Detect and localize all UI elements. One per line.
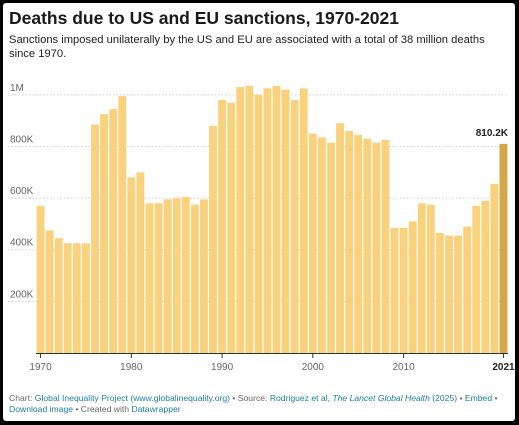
footer-sep-2: • (492, 393, 498, 403)
x-tick-label: 2000 (302, 362, 325, 373)
y-tick-label: 400K (10, 238, 34, 249)
y-tick-label: 600K (10, 186, 34, 197)
x-tick-label: 2010 (392, 362, 415, 373)
footer-source-year: (2025) (429, 393, 458, 403)
bar (463, 226, 472, 353)
bar (435, 232, 444, 353)
footer-chart-prefix: Chart: (9, 393, 35, 403)
bar (490, 183, 499, 353)
bar (63, 243, 72, 353)
bar (72, 243, 81, 353)
footer-source-link[interactable]: Rodriguez et al, The Lancet Global Healt… (270, 393, 457, 403)
x-tick-label: 1990 (211, 362, 234, 373)
bar (163, 199, 172, 353)
bar (118, 96, 127, 353)
footer-download-link[interactable]: Download image (9, 404, 74, 414)
y-tick-label: 800K (10, 134, 34, 145)
bar (372, 142, 381, 353)
bar (272, 85, 281, 354)
bar (354, 134, 363, 353)
bar (408, 221, 417, 353)
bar (336, 123, 345, 353)
bar (36, 205, 45, 353)
y-tick-label: 1M (10, 83, 24, 94)
y-tick-label: 200K (10, 289, 34, 300)
bar (109, 109, 118, 353)
bar (327, 142, 335, 353)
footer-datawrapper-link[interactable]: Datawrapper (131, 404, 181, 414)
bar (199, 199, 208, 353)
bar (363, 138, 372, 353)
bar (481, 200, 490, 353)
bar (299, 88, 308, 353)
bar (181, 196, 190, 353)
bar (190, 204, 199, 353)
bar (236, 87, 245, 353)
bar (399, 227, 408, 353)
footer-chart-credit-link[interactable]: Global Inequality Project (www.globaline… (34, 393, 231, 403)
bar (472, 205, 481, 353)
bar (417, 203, 426, 353)
chart-card: Deaths due to US and EU sanctions, 1970-… (3, 3, 515, 421)
footer-sep-1: • (457, 393, 465, 403)
bar (45, 230, 54, 353)
bar (54, 238, 63, 353)
x-tick-label: 2021 (492, 362, 515, 373)
bar (426, 204, 435, 353)
bar (308, 133, 317, 353)
x-tick-label: 1970 (29, 362, 52, 373)
bar (390, 227, 399, 353)
footer-source-authors: Rodriguez et al, (269, 393, 333, 403)
annotation-label: 810.2K (476, 128, 509, 139)
chart-title: Deaths due to US and EU sanctions, 1970-… (9, 8, 399, 28)
footer-source-prefix: • Source: (230, 393, 270, 403)
bar (499, 143, 508, 353)
bar (245, 85, 254, 354)
bar (154, 203, 163, 353)
bar (172, 198, 181, 353)
bar (100, 114, 109, 353)
bar (127, 177, 136, 353)
chart-subtitle: Sanctions imposed unilaterally by the US… (9, 34, 485, 60)
footer-embed-link[interactable]: Embed (464, 393, 493, 403)
bar (91, 124, 99, 353)
footer-created-prefix: • Created with (73, 404, 132, 414)
bar (281, 89, 290, 354)
bar-chart: 200K 400K 600K 800K 1M 1970 1980 1990 2000 2010 20… (8, 83, 515, 373)
bar (454, 235, 463, 353)
bar (81, 243, 90, 353)
bar (227, 102, 236, 354)
bar (145, 203, 154, 353)
bar (254, 94, 263, 354)
x-tick-label: 1980 (120, 362, 143, 373)
bar (290, 99, 299, 354)
bar (263, 88, 272, 353)
chart-footer: Chart: Global Inequality Project (www.gl… (9, 393, 509, 415)
bar (218, 99, 227, 354)
bar (136, 172, 145, 353)
bar (345, 130, 354, 353)
bar (209, 125, 217, 353)
bar (317, 137, 326, 353)
bar (445, 235, 453, 353)
footer-source-journal: The Lancet Global Health (332, 393, 430, 403)
bar (381, 140, 390, 353)
